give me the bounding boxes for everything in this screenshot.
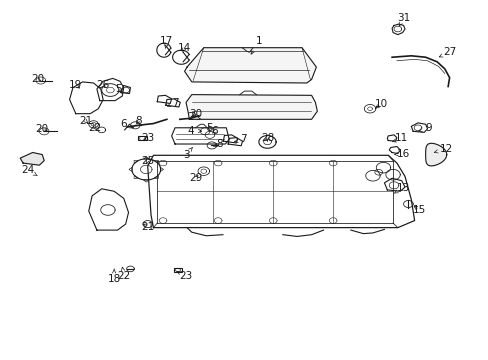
Polygon shape bbox=[184, 48, 316, 83]
Text: 4: 4 bbox=[187, 126, 201, 136]
Text: 8: 8 bbox=[213, 139, 223, 149]
Polygon shape bbox=[425, 143, 446, 166]
Text: 13: 13 bbox=[393, 183, 409, 193]
Text: 5: 5 bbox=[206, 123, 213, 133]
Text: 24: 24 bbox=[21, 165, 37, 176]
Text: 18: 18 bbox=[107, 269, 121, 284]
Text: 15: 15 bbox=[412, 205, 425, 215]
Text: 29: 29 bbox=[188, 173, 202, 183]
Polygon shape bbox=[20, 153, 44, 165]
Text: 17: 17 bbox=[160, 36, 173, 49]
Text: 20: 20 bbox=[31, 75, 44, 85]
Text: 27: 27 bbox=[438, 47, 455, 57]
Text: 3: 3 bbox=[183, 148, 192, 159]
Text: 7: 7 bbox=[167, 98, 178, 108]
Text: 10: 10 bbox=[374, 99, 387, 109]
Text: 22: 22 bbox=[117, 267, 130, 281]
Text: 9: 9 bbox=[418, 123, 431, 133]
Text: 16: 16 bbox=[393, 149, 409, 158]
Text: 5: 5 bbox=[115, 84, 122, 94]
Text: 2: 2 bbox=[187, 112, 200, 122]
Text: 31: 31 bbox=[396, 13, 409, 26]
Text: 12: 12 bbox=[433, 144, 452, 154]
Text: 19: 19 bbox=[69, 80, 82, 90]
Text: 22: 22 bbox=[88, 123, 102, 133]
Text: 30: 30 bbox=[189, 109, 202, 119]
Text: 8: 8 bbox=[135, 116, 141, 126]
Text: 11: 11 bbox=[391, 133, 407, 143]
Text: 26: 26 bbox=[96, 80, 109, 90]
Text: 21: 21 bbox=[79, 116, 92, 126]
Text: 20: 20 bbox=[36, 124, 49, 134]
Text: 21: 21 bbox=[141, 221, 154, 231]
Text: 25: 25 bbox=[141, 156, 154, 166]
Text: 7: 7 bbox=[234, 134, 246, 144]
Text: 23: 23 bbox=[176, 271, 192, 281]
Text: 1: 1 bbox=[250, 36, 262, 54]
Text: 28: 28 bbox=[260, 133, 274, 143]
Polygon shape bbox=[185, 95, 317, 119]
Text: 14: 14 bbox=[178, 43, 191, 53]
Text: 6: 6 bbox=[211, 126, 218, 136]
Bar bbox=[173, 268, 182, 272]
Text: 6: 6 bbox=[120, 119, 133, 129]
Bar bbox=[138, 136, 146, 140]
Text: 23: 23 bbox=[141, 133, 154, 143]
